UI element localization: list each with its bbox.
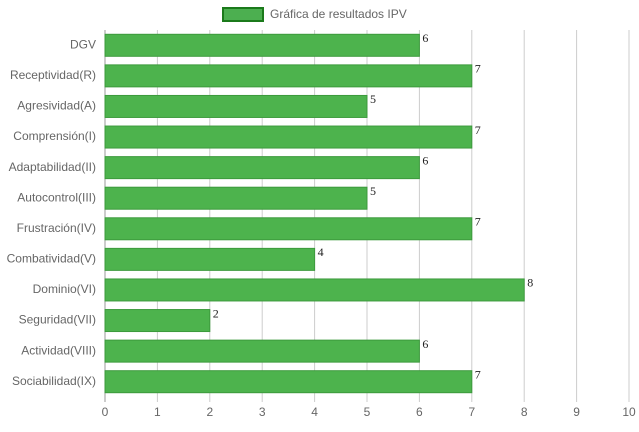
data-label: 5 — [370, 92, 376, 106]
data-label: 7 — [475, 215, 481, 229]
data-label: 5 — [370, 184, 376, 198]
x-tick-label: 3 — [259, 405, 266, 419]
bar — [104, 217, 473, 241]
y-tick-label: Receptividad(R) — [10, 68, 96, 82]
y-tick-label: Seguridad(VII) — [19, 313, 96, 327]
y-tick-label: Comprensión(I) — [13, 129, 96, 143]
bar — [104, 247, 316, 271]
y-tick-label: DGV — [70, 37, 96, 51]
x-tick-label: 4 — [311, 405, 318, 419]
data-label: 2 — [213, 306, 219, 320]
bar — [104, 94, 368, 118]
y-tick-label: Dominio(VI) — [33, 282, 96, 296]
data-label: 6 — [422, 153, 428, 167]
x-tick-label: 8 — [521, 405, 528, 419]
x-tick-label: 1 — [154, 405, 161, 419]
y-tick-label: Actividad(VIII) — [21, 343, 96, 357]
y-tick-label: Sociabilidad(IX) — [12, 374, 96, 388]
bar — [104, 125, 473, 149]
y-tick-label: Agresividad(A) — [17, 99, 96, 113]
data-label: 7 — [475, 62, 481, 76]
y-tick-label: Autocontrol(III) — [17, 190, 96, 204]
y-tick-label: Frustración(IV) — [17, 221, 96, 235]
x-tick-label: 7 — [468, 405, 475, 419]
legend-swatch — [222, 7, 264, 22]
x-tick-label: 6 — [416, 405, 423, 419]
legend-label: Gráfica de resultados IPV — [270, 7, 407, 21]
bar — [104, 370, 473, 394]
x-tick-label: 0 — [102, 405, 109, 419]
bar — [104, 64, 473, 88]
y-tick-label: Combatividad(V) — [7, 252, 96, 266]
x-tick-label: 10 — [622, 405, 636, 419]
bar — [104, 156, 420, 180]
bar — [104, 309, 211, 333]
data-label: 6 — [422, 31, 428, 45]
data-label: 6 — [422, 337, 428, 351]
data-label: 4 — [318, 245, 324, 259]
data-label: 7 — [475, 123, 481, 137]
x-tick-label: 2 — [206, 405, 213, 419]
y-tick-label: Adaptabilidad(II) — [9, 160, 96, 174]
bar — [104, 278, 525, 302]
x-tick-label: 5 — [364, 405, 371, 419]
x-tick-label: 9 — [573, 405, 580, 419]
bar — [104, 339, 420, 363]
data-label: 7 — [475, 367, 481, 381]
bar — [104, 33, 420, 57]
bar — [104, 186, 368, 210]
data-label: 8 — [527, 276, 533, 290]
